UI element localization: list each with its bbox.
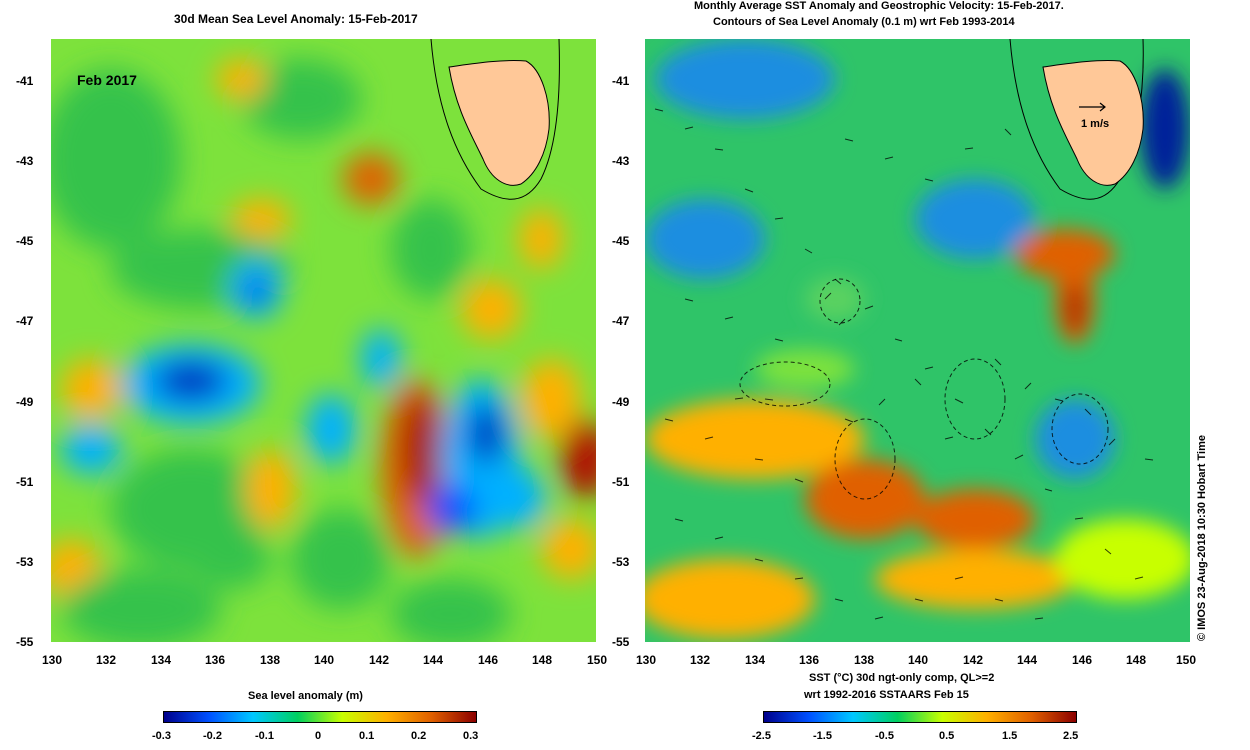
right-y-tick: -53 [612,555,630,569]
right-map-title-line2: Contours of Sea Level Anomaly (0.1 m) wr… [713,16,1015,28]
left-x-tick: 132 [96,653,117,667]
right-x-tick: 136 [799,653,820,667]
left-y-tick: -51 [16,475,34,489]
right-x-tick: 148 [1126,653,1147,667]
left-colorbar-tick: 0.1 [359,730,375,742]
left-y-tick: -49 [16,395,34,409]
left-land-tasmania [448,60,550,186]
velocity-scale-label: 1 m/s [1081,118,1110,130]
velocity-arrows [654,108,1154,620]
right-land-tasmania [1042,60,1144,186]
left-x-tick: 144 [423,653,444,667]
velocity-scale-arrow [1079,102,1106,112]
left-x-tick: 146 [478,653,499,667]
left-x-tick: 136 [205,653,226,667]
sst-anomaly-map [645,39,1190,642]
sla-contours [739,278,1109,500]
left-shelf-contour [430,39,560,200]
right-x-tick: 134 [745,653,766,667]
left-x-tick: 140 [314,653,335,667]
left-colorbar-tick: -0.2 [203,730,222,742]
left-colorbar-tick: 0.3 [463,730,479,742]
right-x-tick: 132 [690,653,711,667]
right-y-tick: -49 [612,395,630,409]
left-y-tick: -47 [16,314,34,328]
right-colorbar-tick: 0.5 [939,730,955,742]
left-x-tick: 130 [42,653,63,667]
left-colorbar-label: Sea level anomaly (m) [248,690,363,702]
right-x-tick: 140 [908,653,929,667]
left-colorbar [163,711,477,723]
right-x-tick: 146 [1072,653,1093,667]
left-y-tick: -53 [16,555,34,569]
left-y-tick: -41 [16,74,34,88]
left-x-tick: 148 [532,653,553,667]
left-x-tick: 150 [587,653,608,667]
right-colorbar-tick: -0.5 [875,730,894,742]
right-x-tick: 138 [854,653,875,667]
left-x-tick: 134 [151,653,172,667]
right-colorbar-label-line2: wrt 1992-2016 SSTAARS Feb 15 [804,689,969,701]
left-y-tick: -55 [16,635,34,649]
right-x-tick: 130 [636,653,657,667]
right-y-tick: -47 [612,314,630,328]
left-colorbar-tick: -0.1 [255,730,274,742]
credit-label: © IMOS 23-Aug-2018 10:30 Hobart Time [1196,435,1208,641]
left-x-tick: 138 [260,653,281,667]
right-colorbar-tick: -1.5 [813,730,832,742]
left-map-title: 30d Mean Sea Level Anomaly: 15-Feb-2017 [174,12,418,26]
right-x-tick: 150 [1176,653,1197,667]
right-colorbar-label-line1: SST (°C) 30d ngt-only comp, QL>=2 [809,672,995,684]
right-x-tick: 144 [1017,653,1038,667]
sst-field [645,39,1190,639]
right-colorbar [763,711,1077,723]
sea-level-anomaly-map [51,39,596,642]
left-x-tick: 142 [369,653,390,667]
right-y-tick: -43 [612,154,630,168]
right-colorbar-tick: 1.5 [1002,730,1018,742]
right-colorbar-tick: 2.5 [1063,730,1079,742]
right-map-title-line1: Monthly Average SST Anomaly and Geostrop… [694,0,1064,12]
sla-field [51,59,596,642]
left-colorbar-tick: 0 [315,730,322,742]
left-inset-label: Feb 2017 [77,72,137,88]
left-y-tick: -43 [16,154,34,168]
right-colorbar-tick: -2.5 [752,730,771,742]
left-colorbar-tick: -0.3 [152,730,171,742]
right-x-tick: 142 [963,653,984,667]
right-y-tick: -41 [612,74,630,88]
right-y-tick: -45 [612,234,630,248]
right-y-tick: -51 [612,475,630,489]
right-y-tick: -55 [612,635,630,649]
left-colorbar-tick: 0.2 [411,730,427,742]
left-y-tick: -45 [16,234,34,248]
